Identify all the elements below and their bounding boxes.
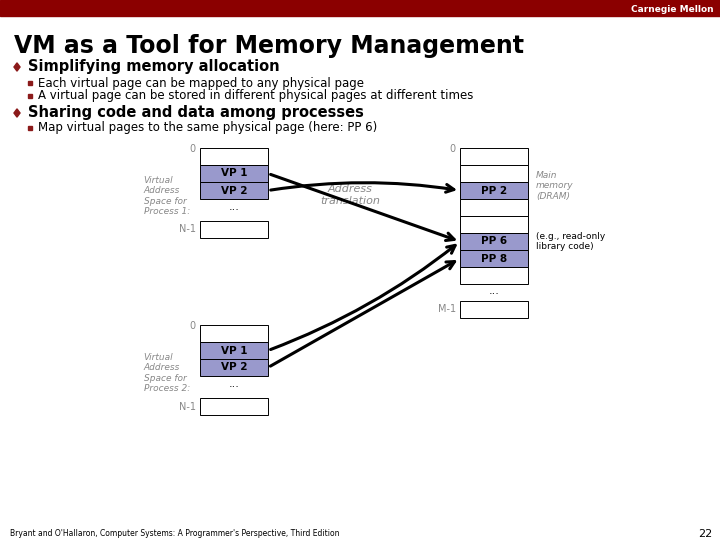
Bar (460, 250, 528, 267)
Text: A virtual page can be stored in different physical pages at different times: A virtual page can be stored in differen… (38, 90, 473, 103)
Bar (200, 342, 268, 359)
Text: Address
translation: Address translation (320, 184, 380, 206)
Text: Simplifying memory allocation: Simplifying memory allocation (28, 59, 279, 75)
Text: ...: ... (489, 286, 500, 296)
Polygon shape (14, 109, 20, 117)
Text: VP 1: VP 1 (221, 168, 247, 179)
Bar (460, 267, 528, 284)
Bar (460, 182, 528, 199)
Text: PP 2: PP 2 (481, 186, 507, 195)
Bar (460, 165, 528, 182)
Text: Main
memory
(DRAM): Main memory (DRAM) (536, 171, 574, 201)
Text: Map virtual pages to the same physical page (here: PP 6): Map virtual pages to the same physical p… (38, 122, 377, 134)
Bar (460, 199, 528, 216)
Text: N-1: N-1 (179, 225, 196, 234)
Bar (200, 325, 268, 342)
Bar (200, 221, 268, 238)
Bar (460, 148, 528, 165)
Text: Carnegie Mellon: Carnegie Mellon (631, 4, 714, 14)
Bar (460, 216, 528, 233)
Bar (200, 165, 268, 182)
Text: Sharing code and data among processes: Sharing code and data among processes (28, 105, 364, 120)
Text: Each virtual page can be mapped to any physical page: Each virtual page can be mapped to any p… (38, 77, 364, 90)
Text: VP 1: VP 1 (221, 346, 247, 355)
Text: Virtual
Address
Space for
Process 1:: Virtual Address Space for Process 1: (144, 176, 190, 216)
Polygon shape (14, 63, 20, 71)
Text: 0: 0 (190, 321, 196, 331)
Bar (200, 359, 268, 376)
Text: VP 2: VP 2 (221, 362, 247, 373)
Bar (200, 182, 268, 199)
Bar (200, 398, 268, 415)
Text: M-1: M-1 (438, 305, 456, 314)
Text: VP 2: VP 2 (221, 186, 247, 195)
Text: PP 6: PP 6 (481, 237, 507, 246)
Bar (28, 81, 32, 85)
Text: ...: ... (228, 379, 240, 389)
Text: ...: ... (228, 202, 240, 212)
Text: 0: 0 (450, 144, 456, 154)
Bar (28, 94, 32, 98)
Bar (460, 301, 528, 318)
Bar (460, 233, 528, 250)
Bar (200, 148, 268, 165)
Text: VM as a Tool for Memory Management: VM as a Tool for Memory Management (14, 34, 524, 58)
Text: PP 8: PP 8 (481, 253, 507, 264)
Text: Virtual
Address
Space for
Process 2:: Virtual Address Space for Process 2: (144, 353, 190, 393)
Text: 22: 22 (698, 529, 712, 539)
Text: 0: 0 (190, 144, 196, 154)
Text: Bryant and O'Hallaron, Computer Systems: A Programmer's Perspective, Third Editi: Bryant and O'Hallaron, Computer Systems:… (10, 530, 340, 538)
Text: N-1: N-1 (179, 402, 196, 411)
Text: (e.g., read-only
library code): (e.g., read-only library code) (536, 232, 606, 251)
Bar (28, 126, 32, 130)
Bar (0, 0, 720, 16)
